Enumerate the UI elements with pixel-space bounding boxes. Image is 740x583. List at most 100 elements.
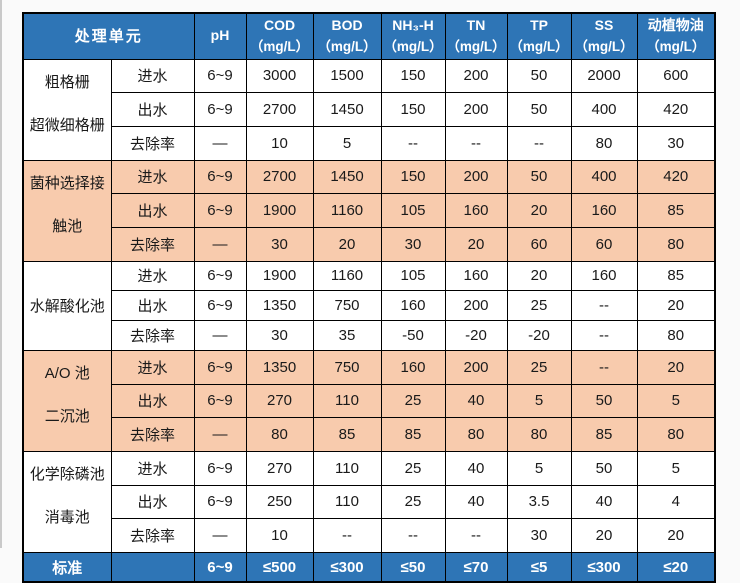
ph-cell: 6~9 bbox=[193, 92, 247, 127]
flow-type-cell: 进水 bbox=[110, 159, 195, 195]
tp-cell: 60 bbox=[506, 226, 572, 262]
tp-cell: 50 bbox=[506, 159, 572, 195]
tn-cell: 200 bbox=[444, 290, 508, 322]
tn-cell: -- bbox=[444, 125, 508, 161]
oil-cell: 30 bbox=[636, 125, 716, 161]
oil-cell: 80 bbox=[636, 226, 716, 262]
tp-cell: 3.5 bbox=[506, 484, 572, 520]
standard-nh3-cell: ≤50 bbox=[380, 551, 446, 583]
cod-cell: 10 bbox=[245, 125, 314, 161]
oil-cell: 420 bbox=[636, 159, 716, 195]
nh3-cell: 25 bbox=[380, 484, 446, 520]
tn-cell: 20 bbox=[444, 226, 508, 262]
cod-cell: 270 bbox=[245, 383, 314, 419]
cod-cell: 2700 bbox=[245, 92, 314, 127]
flow-type-cell: 进水 bbox=[110, 349, 195, 385]
ss-cell: 160 bbox=[570, 260, 638, 292]
cod-cell: 10 bbox=[245, 518, 314, 553]
tn-cell: 40 bbox=[444, 484, 508, 520]
ph-cell: — bbox=[193, 518, 247, 553]
standard-bod-cell: ≤300 bbox=[312, 551, 382, 583]
standard-oil-cell: ≤20 bbox=[636, 551, 716, 583]
col-header-cod: COD （mg/L） bbox=[245, 12, 314, 60]
standard-cod-cell: ≤500 bbox=[245, 551, 314, 583]
col-header-tn-label: TN bbox=[466, 16, 486, 33]
tp-cell: 20 bbox=[506, 193, 572, 228]
oil-cell: 5 bbox=[636, 450, 716, 486]
treatment-unit-label: 水解酸化池 bbox=[29, 298, 105, 316]
treatment-unit-label: 消毒池 bbox=[44, 508, 90, 526]
nh3-cell: 160 bbox=[380, 349, 446, 385]
nh3-cell: -- bbox=[380, 518, 446, 553]
bod-cell: 1450 bbox=[312, 159, 382, 195]
col-header-tn-unit: （mg/L） bbox=[446, 38, 506, 54]
flow-type-cell: 出水 bbox=[110, 193, 195, 228]
cod-cell: 30 bbox=[245, 320, 314, 351]
col-header-nh3-unit: （mg/L） bbox=[383, 38, 443, 54]
oil-cell: 20 bbox=[636, 349, 716, 385]
standard-label-cell: 标准 bbox=[22, 551, 112, 583]
ss-cell: 60 bbox=[570, 226, 638, 262]
flow-type-cell: 去除率 bbox=[110, 226, 195, 262]
standard-row: 标准 6~9 ≤500 ≤300 ≤50 ≤70 ≤5 ≤300 ≤20 bbox=[22, 551, 716, 583]
col-header-oil-label: 动植物油 bbox=[647, 16, 704, 33]
bod-cell: 1500 bbox=[312, 58, 382, 94]
ss-cell: 50 bbox=[570, 383, 638, 419]
tn-cell: -20 bbox=[444, 320, 508, 351]
table-row: 去除率 —30 35 -50 -20 -20 -- 80 bbox=[23, 320, 716, 351]
nh3-cell: 160 bbox=[380, 290, 446, 322]
cod-cell: 30 bbox=[245, 226, 314, 262]
ss-cell: 50 bbox=[570, 450, 638, 486]
nh3-cell: 150 bbox=[380, 159, 446, 195]
table-row: 去除率 —80 85 85 80 80 85 80 bbox=[23, 417, 716, 452]
wastewater-treatment-table: 处理单元 pH COD （mg/L） BOD （mg/L） NH₃-H （mg/L） … bbox=[22, 12, 717, 583]
oil-cell: 420 bbox=[636, 92, 716, 127]
table-row: 出水 6~9 1900 1160 105 160 20 160 85 bbox=[23, 193, 716, 228]
ph-cell: — bbox=[193, 320, 247, 351]
bod-cell: 110 bbox=[312, 383, 382, 419]
bod-cell: 85 bbox=[312, 417, 382, 452]
treatment-unit-label: A/O 池 bbox=[44, 364, 90, 382]
oil-cell: 85 bbox=[636, 193, 716, 228]
ph-cell: 6~9 bbox=[193, 383, 247, 419]
treatment-unit-cell: 菌种选择接 触池 bbox=[22, 159, 112, 262]
treatment-unit-cell: 化学除磷池 消毒池 bbox=[22, 450, 112, 553]
oil-cell: 600 bbox=[636, 58, 716, 94]
col-header-tp: TP （mg/L） bbox=[506, 12, 572, 60]
tp-cell: 80 bbox=[506, 417, 572, 452]
col-header-bod: BOD （mg/L） bbox=[312, 12, 382, 60]
flow-type-cell: 进水 bbox=[110, 58, 195, 94]
nh3-cell: 25 bbox=[380, 450, 446, 486]
tn-cell: -- bbox=[444, 518, 508, 553]
window-left-edge bbox=[0, 0, 2, 548]
tn-cell: 200 bbox=[444, 58, 508, 94]
flow-type-cell: 进水 bbox=[110, 450, 195, 486]
bod-cell: 1450 bbox=[312, 92, 382, 127]
ph-cell: 6~9 bbox=[193, 450, 247, 486]
bod-cell: 1160 bbox=[312, 193, 382, 228]
col-header-ss: SS （mg/L） bbox=[570, 12, 638, 60]
ss-cell: -- bbox=[570, 320, 638, 351]
col-header-cod-unit: （mg/L） bbox=[249, 38, 310, 54]
oil-cell: 4 bbox=[636, 484, 716, 520]
tp-cell: 25 bbox=[506, 290, 572, 322]
table-row: 去除率 —10 5 -- -- -- 80 30 bbox=[23, 125, 716, 161]
flow-type-cell: 去除率 bbox=[110, 125, 195, 161]
table-row: 粗格栅 超微细格栅 进水 6~9 3000 1500 150 200 50 2000 600 bbox=[22, 58, 716, 161]
ph-cell: — bbox=[193, 417, 247, 452]
ph-cell: 6~9 bbox=[193, 260, 247, 292]
bod-cell: 110 bbox=[312, 484, 382, 520]
bod-cell: -- bbox=[312, 518, 382, 553]
col-header-bod-label: BOD bbox=[331, 16, 363, 33]
treatment-unit-cell: A/O 池二沉池 bbox=[22, 349, 112, 452]
tp-cell: 50 bbox=[506, 58, 572, 94]
tp-cell: 20 bbox=[506, 260, 572, 292]
col-header-oil-unit: （mg/L） bbox=[646, 38, 706, 54]
table-row: 出水 6~9 250 110 25 40 3.5 40 4 bbox=[23, 484, 716, 520]
standard-tn-cell: ≤70 bbox=[444, 551, 508, 583]
treatment-unit-label: 二沉池 bbox=[44, 407, 90, 425]
col-header-ss-unit: （mg/L） bbox=[574, 38, 634, 54]
tn-cell: 200 bbox=[444, 159, 508, 195]
table-row: 去除率 —30 20 30 20 60 60 80 bbox=[23, 226, 716, 262]
col-header-treatment-unit: 处理单元 bbox=[22, 12, 195, 60]
